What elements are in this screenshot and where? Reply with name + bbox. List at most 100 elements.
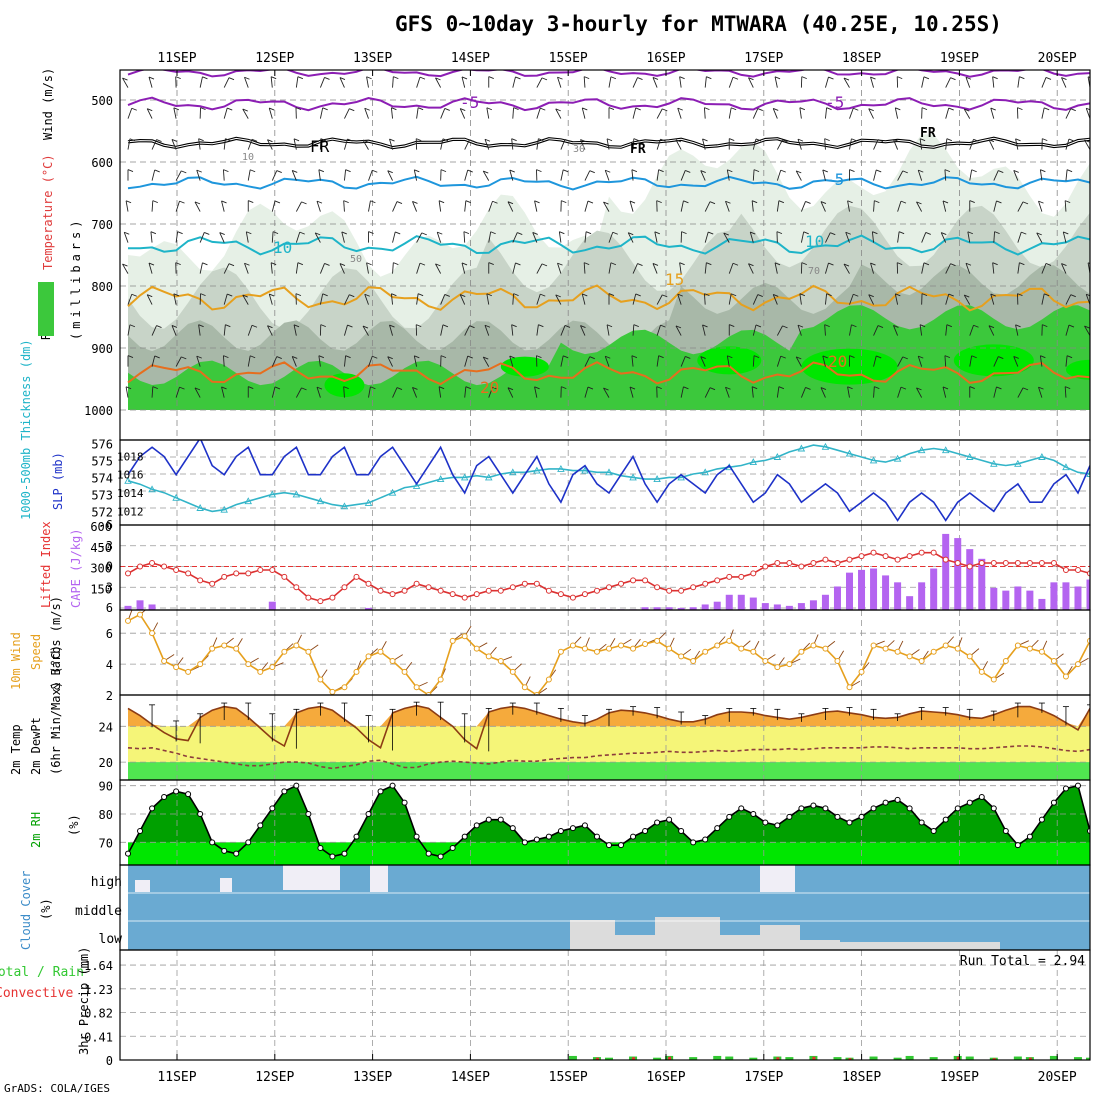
ytick-label: 80 bbox=[99, 808, 113, 822]
wind-barb bbox=[392, 262, 394, 274]
wind-barb bbox=[680, 200, 684, 212]
wind-barb bbox=[341, 231, 345, 243]
lifted-index-line-point bbox=[173, 566, 180, 573]
wind-barb-flag bbox=[631, 355, 638, 359]
ylabel-temp: (6hr Min/Max) (°C) bbox=[49, 645, 63, 775]
wind-barb-flag bbox=[561, 200, 567, 204]
wind-barb-flag bbox=[996, 386, 1002, 390]
wind-barb bbox=[725, 201, 730, 212]
wind-barb-flag bbox=[534, 386, 540, 390]
wind-barb-flag bbox=[828, 262, 834, 266]
wind-barb-flag bbox=[148, 262, 155, 266]
rh-line-point bbox=[786, 813, 793, 820]
wind-barb-flag bbox=[513, 293, 519, 297]
wind-barb bbox=[945, 77, 951, 88]
footer-credit: GrADS: COLA/IGES bbox=[4, 1082, 110, 1095]
wind-barb bbox=[795, 356, 802, 367]
wind-barb-flag bbox=[782, 325, 788, 329]
wind-barb-flag bbox=[129, 324, 136, 328]
wind-barb bbox=[536, 263, 543, 274]
wind-barb-flag bbox=[704, 293, 710, 297]
wind-barb bbox=[390, 107, 393, 119]
wind-barb-flag bbox=[181, 170, 187, 174]
wind-barb-flag bbox=[662, 108, 668, 112]
run-total-label: Run Total = 2.94 bbox=[960, 954, 1085, 969]
wind-barb-flag bbox=[1087, 262, 1090, 265]
wind-barb bbox=[583, 262, 586, 274]
wind-barb-flag bbox=[587, 386, 594, 390]
wind-barb-flag bbox=[1019, 262, 1025, 266]
wind-barb-flag bbox=[435, 263, 441, 267]
wind-barb bbox=[604, 356, 610, 367]
wind-barb bbox=[704, 231, 709, 243]
wind-barb-flag bbox=[412, 386, 418, 390]
wind-barb-flag bbox=[826, 107, 832, 111]
wind-barb-flag bbox=[416, 138, 422, 142]
wind-barb-flag bbox=[1063, 231, 1069, 235]
rh-contour-label: 10 bbox=[242, 152, 254, 163]
wind-barb bbox=[1065, 294, 1072, 305]
wind-barb bbox=[440, 108, 446, 119]
rh-line-point bbox=[606, 842, 612, 849]
wind-barb-flag bbox=[1038, 200, 1044, 204]
dewpt-line bbox=[127, 745, 1090, 770]
wind-speed-line-point bbox=[894, 648, 901, 655]
wind-barb-flag bbox=[751, 386, 758, 390]
wind-barb bbox=[295, 387, 302, 398]
wind-barb bbox=[583, 76, 586, 88]
wind-barb-flag bbox=[416, 324, 422, 328]
wind-barb-flag bbox=[147, 294, 153, 298]
wind-barb-flag bbox=[1022, 201, 1029, 205]
ytick-label: 900 bbox=[91, 342, 113, 356]
rh-line-point bbox=[137, 828, 144, 834]
wind-barb-flag bbox=[853, 293, 859, 297]
wind-barb-flag bbox=[564, 138, 571, 142]
wind-barb bbox=[631, 355, 634, 367]
wind-barb-flag bbox=[440, 169, 447, 173]
precip-bar bbox=[749, 1057, 758, 1060]
wind-barb-flag bbox=[944, 355, 951, 359]
wind-barb-flag bbox=[364, 107, 370, 111]
cape-bar bbox=[677, 607, 685, 610]
wind-barb bbox=[825, 107, 828, 119]
wind-barb-flag bbox=[362, 325, 369, 329]
isotherm-label: -5 bbox=[825, 170, 844, 189]
wind-speed-line-point bbox=[221, 642, 228, 649]
ytick-label: 574 bbox=[91, 471, 113, 485]
rh-line-point bbox=[690, 839, 697, 846]
rh-line-point bbox=[461, 833, 468, 840]
wind-barb bbox=[677, 293, 682, 305]
low-cloud bbox=[720, 935, 760, 950]
thickness-point bbox=[388, 488, 397, 496]
wind-barb-flag bbox=[725, 200, 731, 204]
wind-barb bbox=[656, 169, 660, 181]
wind-barb-flag bbox=[221, 386, 227, 390]
wind-barb-flag bbox=[1021, 231, 1027, 235]
wind-barb-flag bbox=[782, 139, 788, 143]
wind-barb bbox=[557, 76, 562, 88]
wind-barb bbox=[944, 169, 947, 181]
wind-barb bbox=[416, 293, 419, 305]
wind-speed-line-point bbox=[798, 648, 805, 655]
xtick-label-top: 13SEP bbox=[353, 51, 392, 66]
cloud-row-label: high bbox=[91, 875, 122, 890]
cape-bar bbox=[689, 607, 697, 610]
wind-barb-flag bbox=[965, 76, 972, 80]
precip-bar bbox=[785, 1057, 794, 1060]
wind-barb-flag bbox=[895, 107, 901, 111]
wind-barb bbox=[849, 324, 852, 336]
ytick-label: 500 bbox=[91, 94, 113, 108]
cape-bar bbox=[797, 603, 805, 610]
wind-barb bbox=[364, 108, 369, 119]
ylabel-precip-convective: Convective bbox=[0, 986, 73, 1001]
wind-barb bbox=[390, 293, 393, 305]
lifted-index-line-point bbox=[810, 560, 817, 567]
wind-barb-flag bbox=[685, 169, 691, 173]
rh-line-point bbox=[533, 836, 540, 843]
wind-barb-flag bbox=[492, 386, 498, 390]
lifted-index-line-point bbox=[233, 570, 240, 577]
wind-barb bbox=[314, 232, 321, 243]
wind-barb-flag bbox=[396, 201, 403, 204]
wind-barb bbox=[223, 293, 228, 305]
wind-barb bbox=[940, 232, 947, 243]
